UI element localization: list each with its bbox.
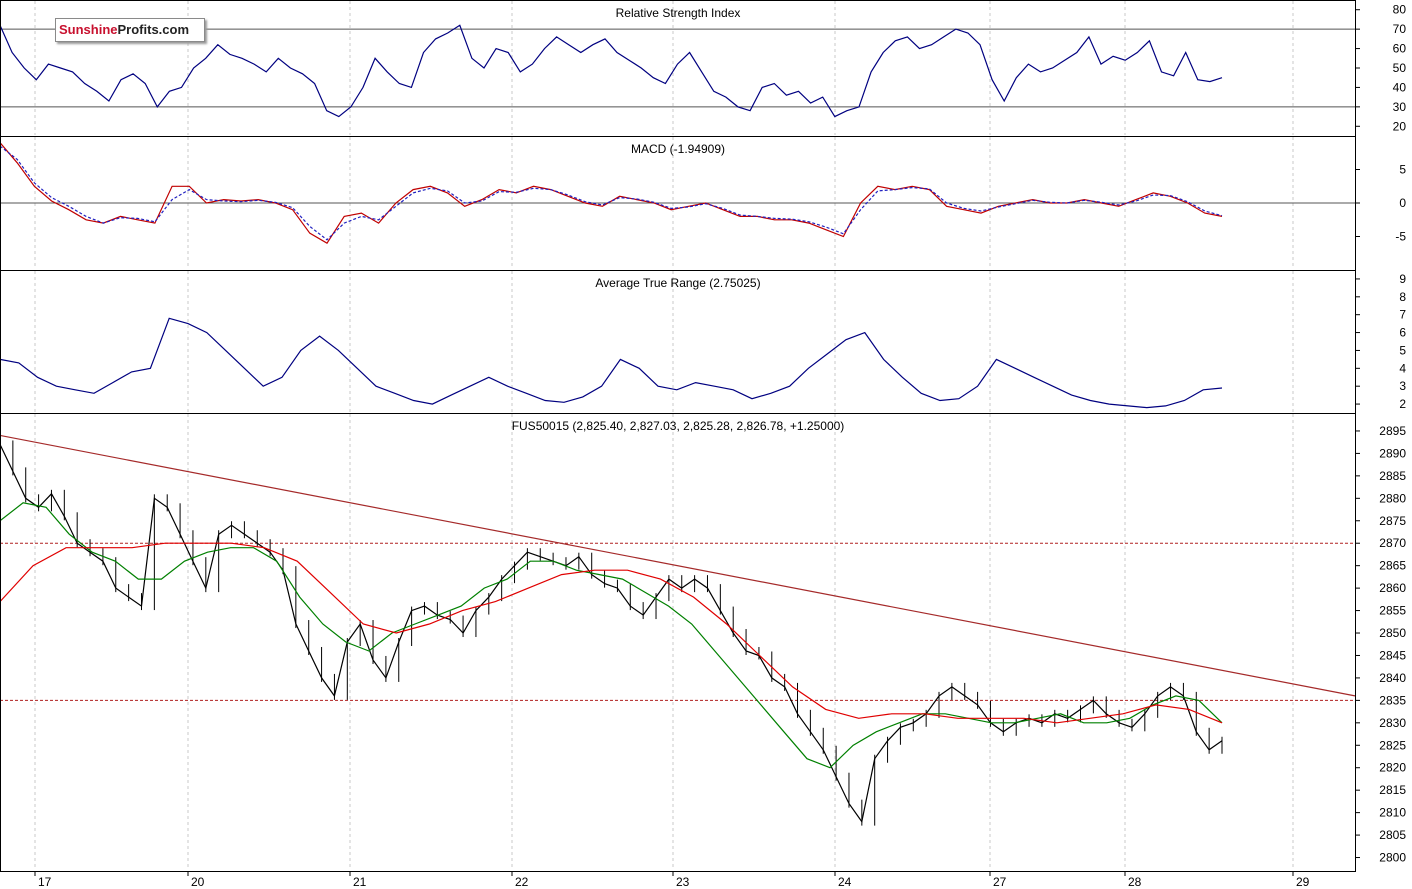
price-y-tick-label: 2830 — [1379, 716, 1406, 730]
macd-title: MACD (-1.94909) — [631, 142, 725, 156]
atr-y-tick-label: 6 — [1399, 326, 1406, 340]
price-y-tick-label: 2885 — [1379, 469, 1406, 483]
atr-y-tick-label: 5 — [1399, 343, 1406, 357]
price-y-tick-label: 2835 — [1379, 693, 1406, 707]
x-tick-label: 24 — [838, 875, 852, 889]
price-y-tick-label: 2820 — [1379, 761, 1406, 775]
rsi-y-tick-label: 20 — [1393, 119, 1407, 133]
price-y-tick-label: 2810 — [1379, 806, 1406, 820]
atr-title: Average True Range (2.75025) — [595, 276, 760, 290]
x-tick-label: 28 — [1128, 875, 1142, 889]
price-series-ma50 — [0, 542, 1223, 724]
atr-series-0 — [0, 317, 1223, 409]
x-tick-label: 22 — [515, 875, 529, 889]
atr-y-tick-label: 4 — [1399, 361, 1406, 375]
rsi-title: Relative Strength Index — [616, 6, 741, 20]
logo-part-1: Sunshine — [59, 22, 118, 37]
x-tick-label: 21 — [353, 875, 367, 889]
atr-y-tick-label: 7 — [1399, 308, 1406, 322]
macd-series-0 — [0, 142, 1223, 245]
price-title: FUS50015 (2,825.40, 2,827.03, 2,825.28, … — [512, 419, 845, 433]
rsi-y-tick-label: 40 — [1393, 80, 1407, 94]
price-y-tick-label: 2880 — [1379, 491, 1406, 505]
price-panel-frame — [0, 413, 1356, 872]
macd-y-tick-label: -5 — [1395, 230, 1406, 244]
price-series-ma20 — [0, 502, 1223, 769]
price-y-tick-label: 2825 — [1379, 738, 1406, 752]
x-tick-label: 20 — [191, 875, 205, 889]
price-y-tick-label: 2815 — [1379, 783, 1406, 797]
x-tick-label: 23 — [676, 875, 690, 889]
price-y-tick-label: 2840 — [1379, 671, 1406, 685]
atr-y-tick-label: 8 — [1399, 290, 1406, 304]
rsi-series-0 — [0, 24, 1223, 118]
atr-y-tick-label: 9 — [1399, 272, 1406, 286]
x-tick-label: 29 — [1296, 875, 1310, 889]
price-trendline — [0, 434, 1356, 697]
rsi-y-tick-label: 60 — [1393, 42, 1407, 56]
x-tick-label: 17 — [38, 875, 52, 889]
atr-panel-frame — [0, 270, 1356, 414]
price-y-tick-label: 2865 — [1379, 559, 1406, 573]
macd-series-1 — [0, 145, 1223, 241]
macd-y-tick-label: 0 — [1399, 196, 1406, 210]
price-y-tick-label: 2890 — [1379, 446, 1406, 460]
price-y-tick-label: 2870 — [1379, 536, 1406, 550]
atr-y-tick-label: 3 — [1399, 379, 1406, 393]
rsi-y-tick-label: 50 — [1393, 61, 1407, 75]
price-y-tick-label: 2895 — [1379, 424, 1406, 438]
brand-logo: SunshineProfits.com — [55, 18, 205, 42]
rsi-y-tick-label: 80 — [1393, 3, 1407, 17]
atr-y-tick-label: 2 — [1399, 397, 1406, 411]
x-tick-label: 27 — [993, 875, 1007, 889]
price-y-tick-label: 2805 — [1379, 828, 1406, 842]
price-y-tick-label: 2875 — [1379, 514, 1406, 528]
price-y-tick-label: 2845 — [1379, 648, 1406, 662]
price-y-tick-label: 2800 — [1379, 851, 1406, 865]
price-y-tick-label: 2850 — [1379, 626, 1406, 640]
price-series-price — [0, 444, 1223, 824]
macd-y-tick-label: 5 — [1399, 163, 1406, 177]
price-y-tick-label: 2855 — [1379, 604, 1406, 618]
rsi-y-tick-label: 30 — [1393, 100, 1407, 114]
price-y-tick-label: 2860 — [1379, 581, 1406, 595]
rsi-y-tick-label: 70 — [1393, 22, 1407, 36]
logo-part-2: Profits.com — [117, 22, 190, 37]
